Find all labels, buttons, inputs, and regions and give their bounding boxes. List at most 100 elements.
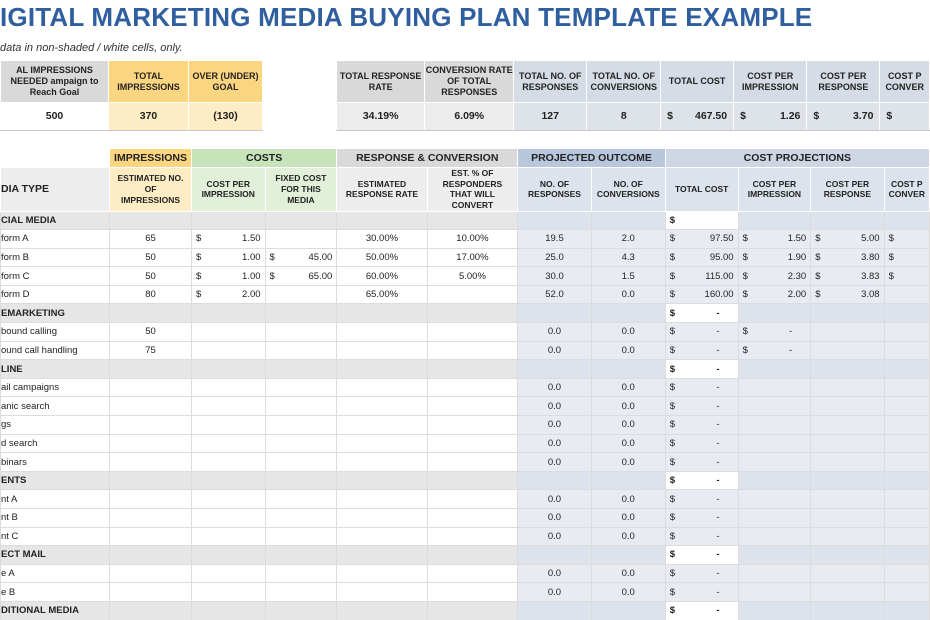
cost-per-impression-cell[interactable] — [190, 526, 266, 547]
media-label[interactable]: ail campaigns — [0, 377, 111, 398]
fixed-cost-cell[interactable] — [264, 452, 338, 472]
est-convert-pct-cell[interactable] — [426, 340, 519, 361]
est-convert-pct-cell[interactable] — [426, 433, 519, 454]
cost-per-impression-cell[interactable] — [190, 396, 266, 417]
est-response-rate-cell[interactable] — [336, 396, 428, 417]
cost-per-impression-cell[interactable] — [190, 582, 266, 602]
est-convert-pct-cell[interactable] — [426, 563, 519, 584]
fixed-cost-cell[interactable] — [264, 229, 338, 249]
cost-per-impression-cell[interactable] — [190, 377, 266, 398]
media-label[interactable]: nt A — [0, 489, 111, 509]
est-impressions-cell[interactable]: 75 — [109, 340, 192, 361]
est-convert-pct-cell[interactable] — [426, 582, 519, 602]
est-response-rate-cell[interactable] — [336, 563, 428, 584]
est-impressions-cell[interactable] — [109, 489, 192, 509]
cost-per-impression-cell[interactable] — [190, 452, 266, 472]
media-label[interactable]: nt B — [0, 508, 111, 528]
fixed-cost-cell[interactable]: $65.00 — [264, 266, 338, 286]
media-label[interactable]: d search — [0, 433, 111, 454]
fixed-cost-cell[interactable] — [264, 377, 338, 398]
est-response-rate-cell[interactable] — [336, 582, 428, 602]
fixed-cost-cell[interactable] — [264, 433, 338, 454]
media-label[interactable]: form A — [0, 229, 111, 249]
est-convert-pct-cell[interactable] — [426, 396, 519, 417]
est-response-rate-cell[interactable]: 65.00% — [336, 284, 428, 305]
fixed-cost-cell[interactable] — [264, 396, 338, 417]
est-convert-pct-cell[interactable]: 10.00% — [426, 229, 519, 249]
fixed-cost-cell[interactable]: $45.00 — [264, 247, 338, 268]
media-label[interactable]: ound call handling — [0, 340, 111, 361]
no-conversions-cell: 0.0 — [590, 340, 666, 361]
est-response-rate-cell[interactable] — [336, 452, 428, 472]
media-label[interactable]: bound calling — [0, 322, 111, 342]
cost-per-impression-cell[interactable]: $2.00 — [190, 284, 266, 305]
est-convert-pct-cell[interactable] — [426, 415, 519, 435]
fixed-cost-cell[interactable] — [264, 489, 338, 509]
est-impressions-cell[interactable] — [109, 582, 192, 602]
media-label[interactable]: binars — [0, 452, 111, 472]
cost-per-impression-cell[interactable] — [190, 489, 266, 509]
cost-per-impression-cell[interactable] — [190, 433, 266, 454]
est-impressions-cell[interactable] — [109, 415, 192, 435]
est-impressions-cell[interactable]: 50 — [109, 247, 192, 268]
media-label[interactable]: e A — [0, 563, 111, 584]
cost-per-impression-cell[interactable]: $1.00 — [190, 266, 266, 286]
est-impressions-cell[interactable] — [109, 526, 192, 547]
est-response-rate-cell[interactable] — [336, 526, 428, 547]
est-impressions-cell[interactable] — [109, 377, 192, 398]
media-label[interactable]: anic search — [0, 396, 111, 417]
est-response-rate-cell[interactable] — [336, 322, 428, 342]
est-response-rate-cell[interactable] — [336, 340, 428, 361]
est-impressions-cell[interactable] — [109, 563, 192, 584]
media-label[interactable]: gs — [0, 415, 111, 435]
fixed-cost-cell[interactable] — [264, 322, 338, 342]
media-label[interactable]: form D — [0, 284, 111, 305]
est-convert-pct-cell[interactable]: 5.00% — [426, 266, 519, 286]
est-impressions-cell[interactable]: 50 — [109, 322, 192, 342]
est-convert-pct-cell[interactable] — [426, 284, 519, 305]
est-response-rate-cell[interactable] — [336, 489, 428, 509]
est-convert-pct-cell[interactable] — [426, 377, 519, 398]
est-convert-pct-cell[interactable] — [426, 489, 519, 509]
est-response-rate-cell[interactable]: 50.00% — [336, 247, 428, 268]
cost-per-impression-cell[interactable] — [190, 322, 266, 342]
cost-per-impression-cell[interactable] — [190, 508, 266, 528]
est-response-rate-cell[interactable] — [336, 433, 428, 454]
cost-per-impression-cell[interactable]: $1.00 — [190, 247, 266, 268]
est-response-rate-cell[interactable]: 60.00% — [336, 266, 428, 286]
impressions-needed-cell[interactable]: 500 — [0, 102, 109, 131]
fixed-cost-cell[interactable] — [264, 284, 338, 305]
empty-cell — [810, 470, 885, 491]
cost-per-impression-cell[interactable] — [190, 340, 266, 361]
est-impressions-cell[interactable]: 80 — [109, 284, 192, 305]
est-convert-pct-cell[interactable] — [426, 508, 519, 528]
est-convert-pct-cell[interactable] — [426, 526, 519, 547]
media-label[interactable]: nt C — [0, 526, 111, 547]
est-impressions-cell[interactable]: 65 — [109, 229, 192, 249]
cost-per-impression-cell[interactable] — [190, 563, 266, 584]
est-impressions-cell[interactable] — [109, 508, 192, 528]
est-response-rate-cell[interactable]: 30.00% — [336, 229, 428, 249]
fixed-cost-cell[interactable] — [264, 526, 338, 547]
est-impressions-cell[interactable] — [109, 452, 192, 472]
media-label[interactable]: form C — [0, 266, 111, 286]
fixed-cost-cell[interactable] — [264, 415, 338, 435]
fixed-cost-cell[interactable] — [264, 340, 338, 361]
cost-per-impression-cell[interactable] — [190, 415, 266, 435]
est-impressions-cell[interactable] — [109, 396, 192, 417]
media-label[interactable]: e B — [0, 582, 111, 602]
est-response-rate-cell[interactable] — [336, 377, 428, 398]
media-label[interactable]: form B — [0, 247, 111, 268]
empty-cell — [264, 470, 338, 491]
est-response-rate-cell[interactable] — [336, 508, 428, 528]
est-impressions-cell[interactable]: 50 — [109, 266, 192, 286]
est-response-rate-cell[interactable] — [336, 415, 428, 435]
est-impressions-cell[interactable] — [109, 433, 192, 454]
fixed-cost-cell[interactable] — [264, 582, 338, 602]
cost-per-impression-cell[interactable]: $1.50 — [190, 229, 266, 249]
fixed-cost-cell[interactable] — [264, 508, 338, 528]
est-convert-pct-cell[interactable]: 17.00% — [426, 247, 519, 268]
est-convert-pct-cell[interactable] — [426, 452, 519, 472]
fixed-cost-cell[interactable] — [264, 563, 338, 584]
est-convert-pct-cell[interactable] — [426, 322, 519, 342]
